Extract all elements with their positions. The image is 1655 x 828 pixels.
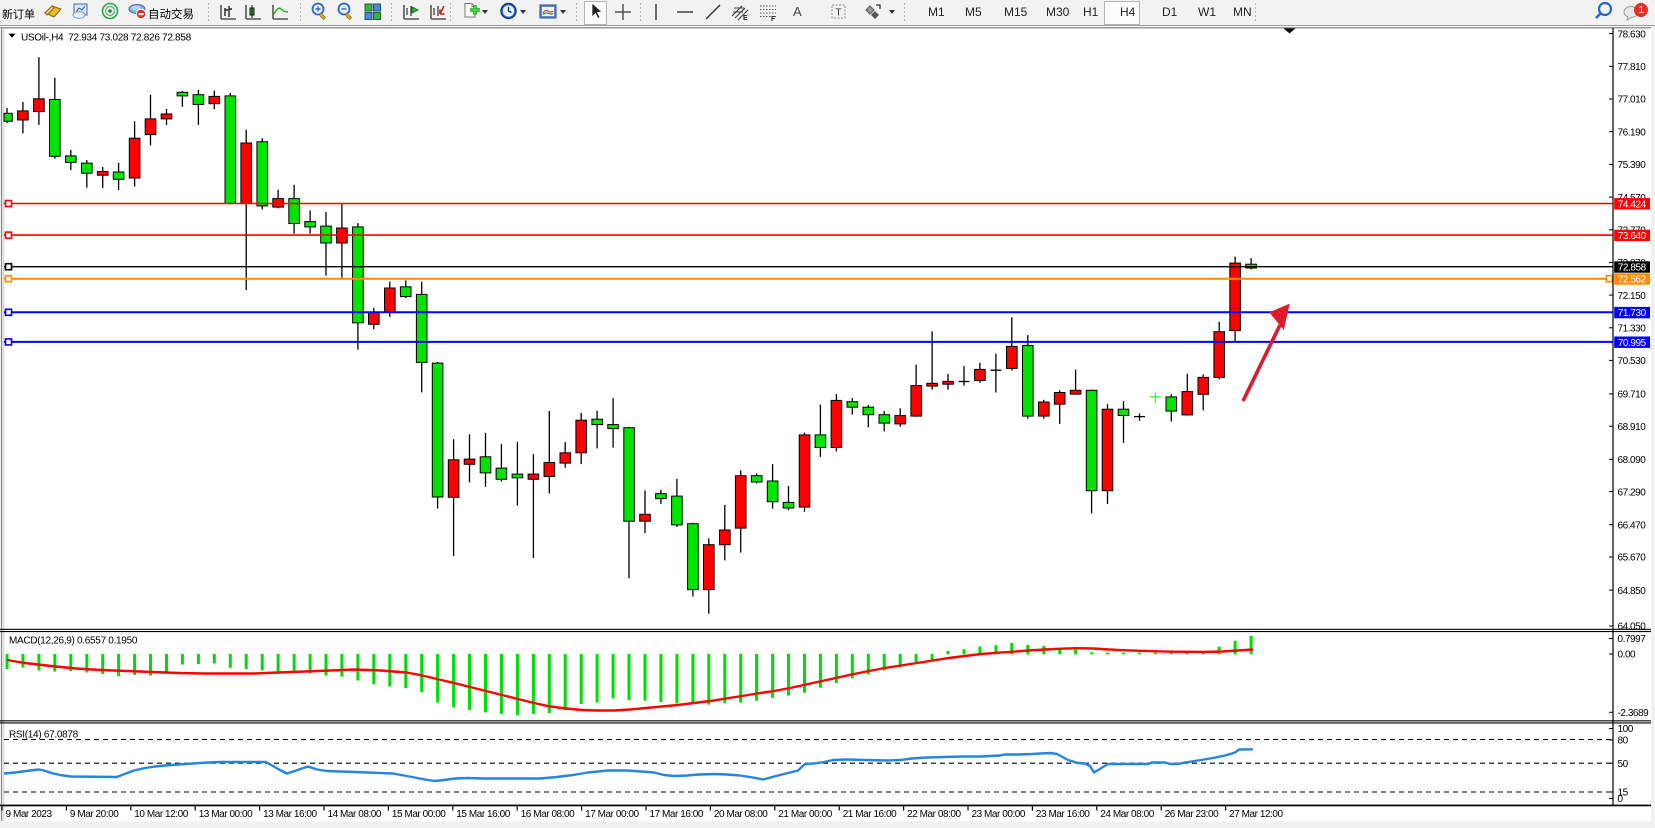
svg-text:-2.3689: -2.3689	[1618, 708, 1650, 719]
svg-text:50: 50	[1618, 759, 1629, 770]
svg-text:0.7997: 0.7997	[1618, 634, 1647, 645]
svg-text:16 Mar 08:00: 16 Mar 08:00	[521, 809, 575, 820]
svg-text:15 Mar 16:00: 15 Mar 16:00	[456, 809, 510, 820]
svg-text:72.562: 72.562	[1618, 275, 1647, 286]
svg-text:100: 100	[1618, 724, 1634, 735]
svg-text:68.090: 68.090	[1618, 455, 1647, 466]
svg-text:71.330: 71.330	[1618, 324, 1647, 335]
svg-text:13 Mar 16:00: 13 Mar 16:00	[263, 809, 317, 820]
svg-text:67.290: 67.290	[1618, 487, 1647, 498]
svg-text:15 Mar 00:00: 15 Mar 00:00	[392, 809, 446, 820]
svg-text:F: F	[771, 16, 776, 23]
svg-text:MACD(12,26,9) 0.6557 0.1950: MACD(12,26,9) 0.6557 0.1950	[9, 636, 138, 647]
svg-text:22 Mar 08:00: 22 Mar 08:00	[907, 809, 961, 820]
svg-text:72.150: 72.150	[1618, 291, 1647, 302]
svg-text:26 Mar 23:00: 26 Mar 23:00	[1165, 809, 1219, 820]
svg-text:65.670: 65.670	[1618, 553, 1647, 564]
svg-text:13 Mar 00:00: 13 Mar 00:00	[199, 809, 253, 820]
svg-text:23 Mar 00:00: 23 Mar 00:00	[972, 809, 1026, 820]
svg-text:21 Mar 00:00: 21 Mar 00:00	[778, 809, 832, 820]
svg-text:78.630: 78.630	[1618, 29, 1647, 40]
svg-text:68.910: 68.910	[1618, 422, 1647, 433]
svg-text:0: 0	[1618, 794, 1624, 805]
svg-text:69.710: 69.710	[1618, 390, 1647, 401]
svg-text:USOil-,H4 72.934 73.028 72.82: USOil-,H4 72.934 73.028 72.826 72.858	[21, 33, 192, 44]
svg-text:10 Mar 12:00: 10 Mar 12:00	[134, 809, 188, 820]
svg-text:23 Mar 16:00: 23 Mar 16:00	[1036, 809, 1090, 820]
svg-text:76.190: 76.190	[1618, 127, 1647, 138]
svg-text:20 Mar 08:00: 20 Mar 08:00	[714, 809, 768, 820]
svg-text:14 Mar 08:00: 14 Mar 08:00	[328, 809, 382, 820]
svg-text:74.424: 74.424	[1618, 199, 1647, 210]
svg-text:E: E	[743, 15, 748, 22]
svg-text:80: 80	[1618, 736, 1629, 747]
svg-text:64.050: 64.050	[1618, 622, 1647, 633]
svg-text:T: T	[836, 8, 842, 19]
svg-text:75.390: 75.390	[1618, 160, 1647, 171]
svg-text:77.810: 77.810	[1618, 62, 1647, 73]
svg-text:77.010: 77.010	[1618, 95, 1647, 106]
svg-text:64.850: 64.850	[1618, 586, 1647, 597]
svg-text:66.470: 66.470	[1618, 520, 1647, 531]
svg-text:0.00: 0.00	[1618, 650, 1637, 661]
svg-text:72.858: 72.858	[1618, 263, 1647, 274]
svg-text:73.640: 73.640	[1618, 231, 1647, 242]
svg-text:71.730: 71.730	[1618, 308, 1647, 319]
svg-text:17 Mar 16:00: 17 Mar 16:00	[650, 809, 704, 820]
svg-text:21 Mar 16:00: 21 Mar 16:00	[843, 809, 897, 820]
svg-text:24 Mar 08:00: 24 Mar 08:00	[1100, 809, 1154, 820]
svg-text:RSI(14) 67.0878: RSI(14) 67.0878	[9, 730, 79, 741]
svg-text:70.530: 70.530	[1618, 356, 1647, 367]
svg-text:70.995: 70.995	[1618, 338, 1647, 349]
svg-text:9 Mar 20:00: 9 Mar 20:00	[70, 809, 119, 820]
svg-text:15: 15	[1618, 788, 1629, 799]
svg-text:17 Mar 00:00: 17 Mar 00:00	[585, 809, 639, 820]
svg-text:9 Mar 2023: 9 Mar 2023	[6, 809, 53, 820]
svg-text:27 Mar 12:00: 27 Mar 12:00	[1229, 809, 1283, 820]
